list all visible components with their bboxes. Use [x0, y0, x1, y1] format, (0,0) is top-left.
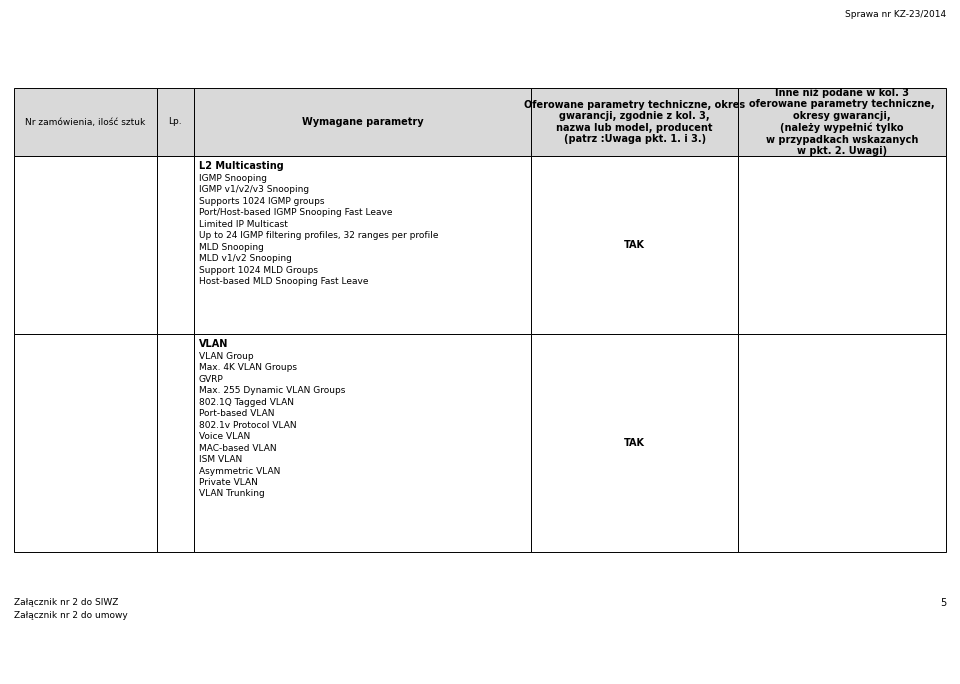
Text: Lp.: Lp.: [168, 118, 182, 127]
Text: VLAN: VLAN: [199, 339, 228, 349]
Text: TAK: TAK: [624, 240, 645, 250]
Text: Załącznik nr 2 do SIWZ
Załącznik nr 2 do umowy: Załącznik nr 2 do SIWZ Załącznik nr 2 do…: [14, 598, 128, 620]
Text: VLAN Group
Max. 4K VLAN Groups
GVRP
Max. 255 Dynamic VLAN Groups
802.1Q Tagged V: VLAN Group Max. 4K VLAN Groups GVRP Max.…: [199, 352, 346, 499]
Bar: [738, 88, 946, 156]
Bar: [738, 156, 946, 334]
Bar: [14, 88, 156, 156]
Text: Wymagane parametry: Wymagane parametry: [301, 117, 423, 127]
Text: Inne niż podane w kol. 3
oferowane parametry techniczne,
okresy gwarancji,
(nale: Inne niż podane w kol. 3 oferowane param…: [749, 88, 935, 157]
Text: Sprawa nr KZ-23/2014: Sprawa nr KZ-23/2014: [845, 10, 946, 19]
Bar: [14, 334, 156, 552]
Bar: [194, 334, 531, 552]
Text: Nr zamówienia, ilość sztuk: Nr zamówienia, ilość sztuk: [25, 118, 145, 127]
Bar: [531, 88, 738, 156]
Text: Oferowane parametry techniczne, okres
gwarancji, zgodnie z kol. 3,
nazwa lub mod: Oferowane parametry techniczne, okres gw…: [524, 100, 745, 144]
Bar: [531, 334, 738, 552]
Bar: [156, 156, 194, 334]
Bar: [194, 156, 531, 334]
Bar: [531, 156, 738, 334]
Text: TAK: TAK: [624, 438, 645, 448]
Bar: [738, 334, 946, 552]
Bar: [156, 334, 194, 552]
Bar: [156, 88, 194, 156]
Text: L2 Multicasting: L2 Multicasting: [199, 161, 283, 171]
Text: 5: 5: [940, 598, 946, 608]
Bar: [14, 156, 156, 334]
Text: IGMP Snooping
IGMP v1/v2/v3 Snooping
Supports 1024 IGMP groups
Port/Host-based I: IGMP Snooping IGMP v1/v2/v3 Snooping Sup…: [199, 174, 439, 286]
Bar: [194, 88, 531, 156]
